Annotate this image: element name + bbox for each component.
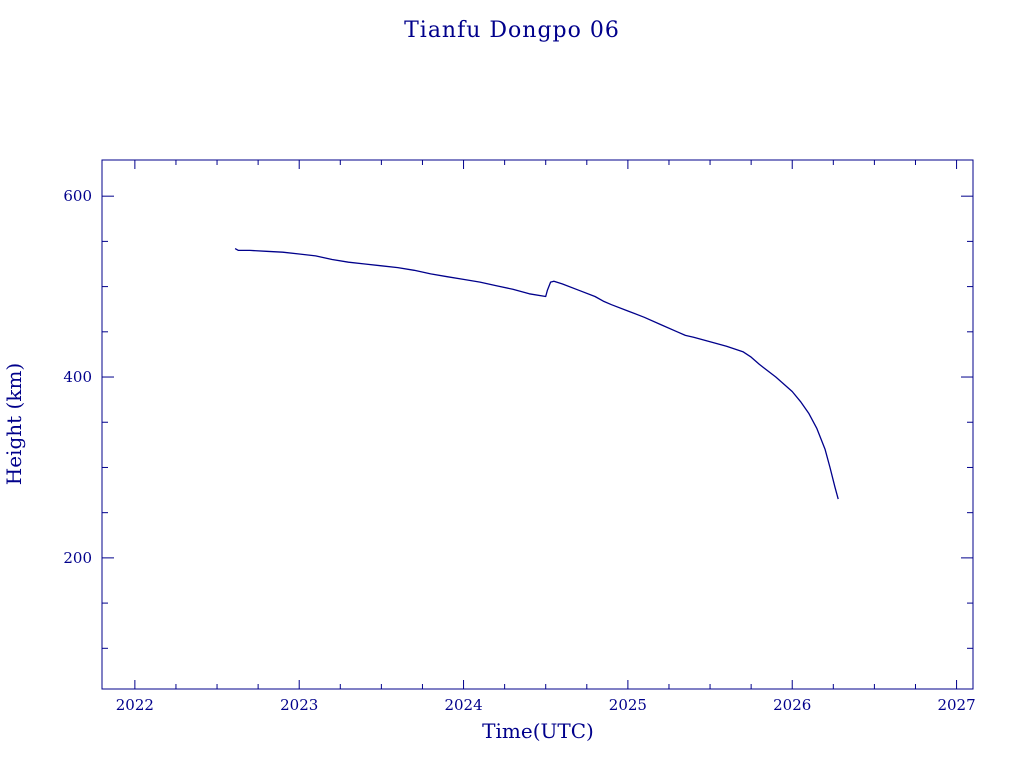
y-tick-label: 400 — [63, 368, 92, 386]
axis-ticks — [102, 160, 973, 689]
x-tick-label: 2023 — [280, 696, 318, 714]
chart-title: Tianfu Dongpo 06 — [404, 18, 620, 43]
x-tick-label: 2025 — [609, 696, 647, 714]
plot-frame — [101, 159, 974, 690]
x-tick-labels: 2022 2023 2024 2025 2026 2027 — [116, 696, 976, 714]
y-tick-labels: 200 400 600 — [63, 187, 92, 567]
series-layer — [234, 248, 839, 500]
x-tick-label: 2026 — [773, 696, 811, 714]
x-axis-label: Time(UTC) — [482, 719, 594, 743]
y-axis-label: Height (km) — [2, 363, 26, 485]
height-series-line — [234, 248, 839, 500]
x-tick-label: 2022 — [116, 696, 154, 714]
y-tick-label: 600 — [63, 187, 92, 205]
y-tick-label: 200 — [63, 549, 92, 567]
x-tick-label: 2027 — [937, 696, 975, 714]
x-tick-label: 2024 — [444, 696, 482, 714]
